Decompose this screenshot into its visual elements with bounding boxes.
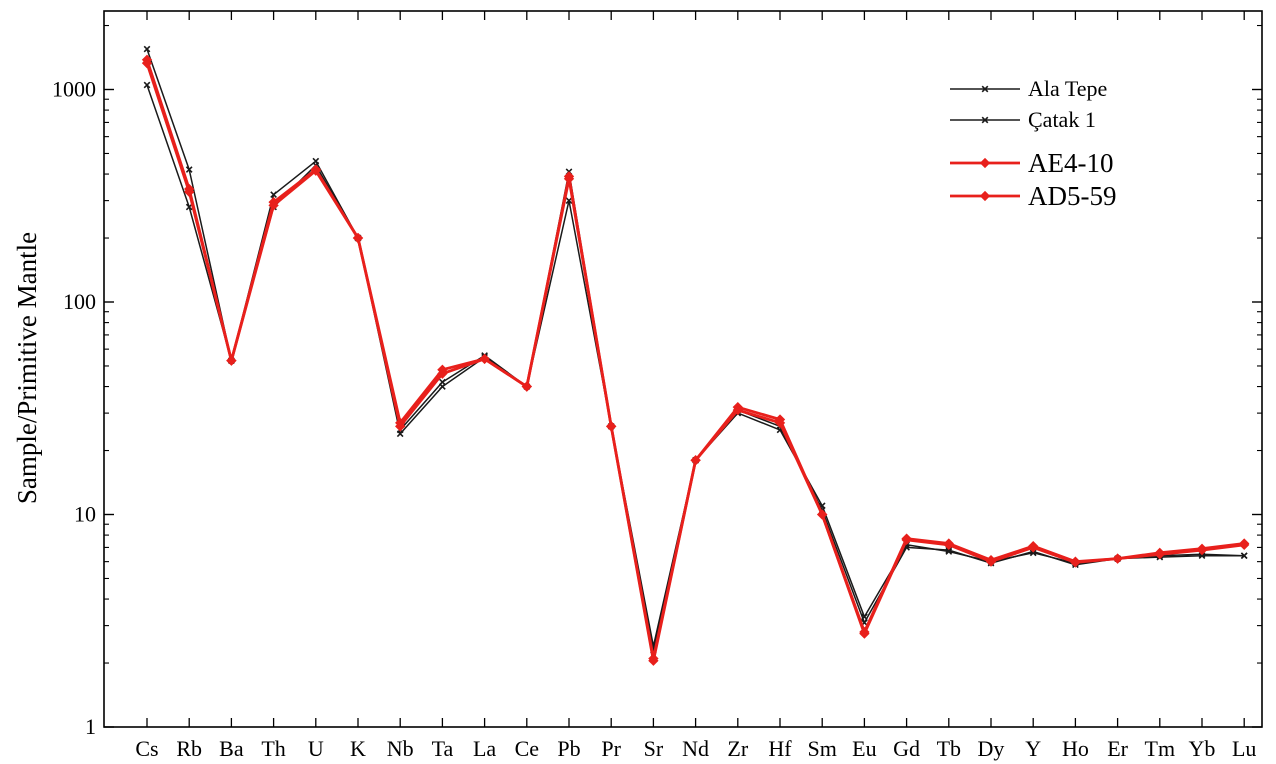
x-axis: Cs Rb Ba Th U K Nb Ta La Ce Pb Pr Sr Nd Zr Hf Sm Eu Gd Tb Dy… bbox=[135, 11, 1256, 761]
data-point bbox=[396, 430, 404, 438]
data-point bbox=[981, 85, 989, 93]
data-point bbox=[1154, 549, 1165, 560]
legend-label: Çatak 1 bbox=[1028, 107, 1096, 132]
y-tick-label: 10 bbox=[74, 502, 96, 527]
x-tick-label: Ce bbox=[515, 736, 539, 761]
data-point bbox=[1029, 549, 1037, 557]
series-ad5-59 bbox=[141, 58, 1250, 664]
data-point bbox=[270, 191, 277, 199]
x-tick-label: Sr bbox=[644, 736, 664, 761]
data-point bbox=[352, 232, 364, 244]
data-point bbox=[310, 165, 321, 176]
data-point bbox=[185, 203, 193, 211]
legend-item: AE4-10 bbox=[950, 148, 1113, 178]
x-tick-label: Hf bbox=[768, 736, 792, 761]
legend-label: Ala Tepe bbox=[1028, 76, 1107, 101]
data-point bbox=[979, 157, 991, 169]
data-point bbox=[565, 197, 573, 204]
data-point bbox=[143, 81, 151, 89]
legend-item: Çatak 1 bbox=[950, 107, 1096, 132]
legend-label: AD5-59 bbox=[1028, 181, 1117, 211]
x-tick-label: Dy bbox=[978, 736, 1005, 761]
legend-item: AD5-59 bbox=[950, 181, 1117, 211]
y-tick-label: 1 bbox=[85, 714, 96, 739]
x-tick-label: Tb bbox=[937, 736, 961, 761]
data-point bbox=[979, 190, 991, 202]
x-tick-label: U bbox=[308, 736, 324, 761]
data-point bbox=[774, 417, 786, 429]
data-point bbox=[437, 368, 448, 379]
x-tick-label: Th bbox=[261, 736, 285, 761]
x-tick-label: Pr bbox=[601, 736, 621, 761]
data-point bbox=[1196, 544, 1208, 556]
data-point bbox=[732, 404, 743, 416]
data-point bbox=[981, 116, 989, 124]
y-tick-label: 100 bbox=[63, 289, 96, 314]
data-point bbox=[985, 556, 997, 567]
x-tick-label: Pb bbox=[557, 736, 580, 761]
x-tick-label: Ho bbox=[1062, 736, 1089, 761]
x-tick-label: Nd bbox=[682, 736, 709, 761]
data-point bbox=[1239, 539, 1250, 550]
data-point bbox=[1070, 557, 1081, 568]
data-point bbox=[1240, 552, 1248, 560]
data-point bbox=[268, 200, 279, 211]
data-point bbox=[185, 166, 193, 173]
x-tick-label: Eu bbox=[852, 736, 876, 761]
data-point bbox=[901, 534, 912, 545]
x-tick-label: Cs bbox=[135, 736, 158, 761]
data-point bbox=[859, 628, 870, 639]
x-tick-label: Gd bbox=[893, 736, 920, 761]
data-point bbox=[945, 546, 953, 554]
legend-label: AE4-10 bbox=[1028, 148, 1113, 178]
data-point bbox=[521, 381, 532, 392]
x-tick-label: Sm bbox=[808, 736, 837, 761]
x-tick-label: Zr bbox=[727, 736, 748, 761]
legend-item: Ala Tepe bbox=[950, 76, 1107, 101]
data-point bbox=[479, 353, 490, 365]
data-point bbox=[943, 539, 954, 550]
data-point bbox=[395, 421, 406, 432]
series-ala-tepe bbox=[143, 45, 1248, 650]
y-tick-label: 1000 bbox=[52, 77, 96, 102]
data-point bbox=[563, 173, 575, 184]
series-layer bbox=[141, 45, 1250, 666]
x-tick-label: Tm bbox=[1145, 736, 1176, 761]
data-point bbox=[184, 186, 195, 197]
data-point bbox=[648, 653, 659, 664]
data-point bbox=[606, 421, 617, 432]
series-line bbox=[146, 48, 1245, 647]
x-tick-label: Y bbox=[1025, 736, 1041, 761]
x-tick-label: Nb bbox=[387, 736, 414, 761]
x-tick-label: Ta bbox=[432, 736, 454, 761]
data-point bbox=[1112, 553, 1123, 564]
series-ae4-10 bbox=[141, 54, 1250, 666]
x-tick-label: La bbox=[473, 736, 496, 761]
data-point bbox=[143, 45, 151, 53]
x-tick-label: Rb bbox=[176, 736, 202, 761]
data-point bbox=[141, 58, 153, 69]
plot-frame bbox=[103, 10, 1263, 728]
x-tick-label: Er bbox=[1107, 736, 1128, 761]
data-point bbox=[690, 455, 701, 466]
x-tick-label: K bbox=[350, 736, 366, 761]
data-point bbox=[1028, 542, 1039, 553]
data-point bbox=[439, 383, 446, 390]
data-point bbox=[817, 509, 828, 520]
x-tick-label: Ba bbox=[219, 736, 244, 761]
data-point bbox=[226, 355, 237, 366]
x-tick-label: Yb bbox=[1189, 736, 1216, 761]
x-tick-label: Lu bbox=[1232, 736, 1256, 761]
y-axis-title: Sample/Primitive Mantle bbox=[12, 232, 42, 504]
y-axis: 1 10 100 1000 bbox=[52, 24, 1262, 739]
